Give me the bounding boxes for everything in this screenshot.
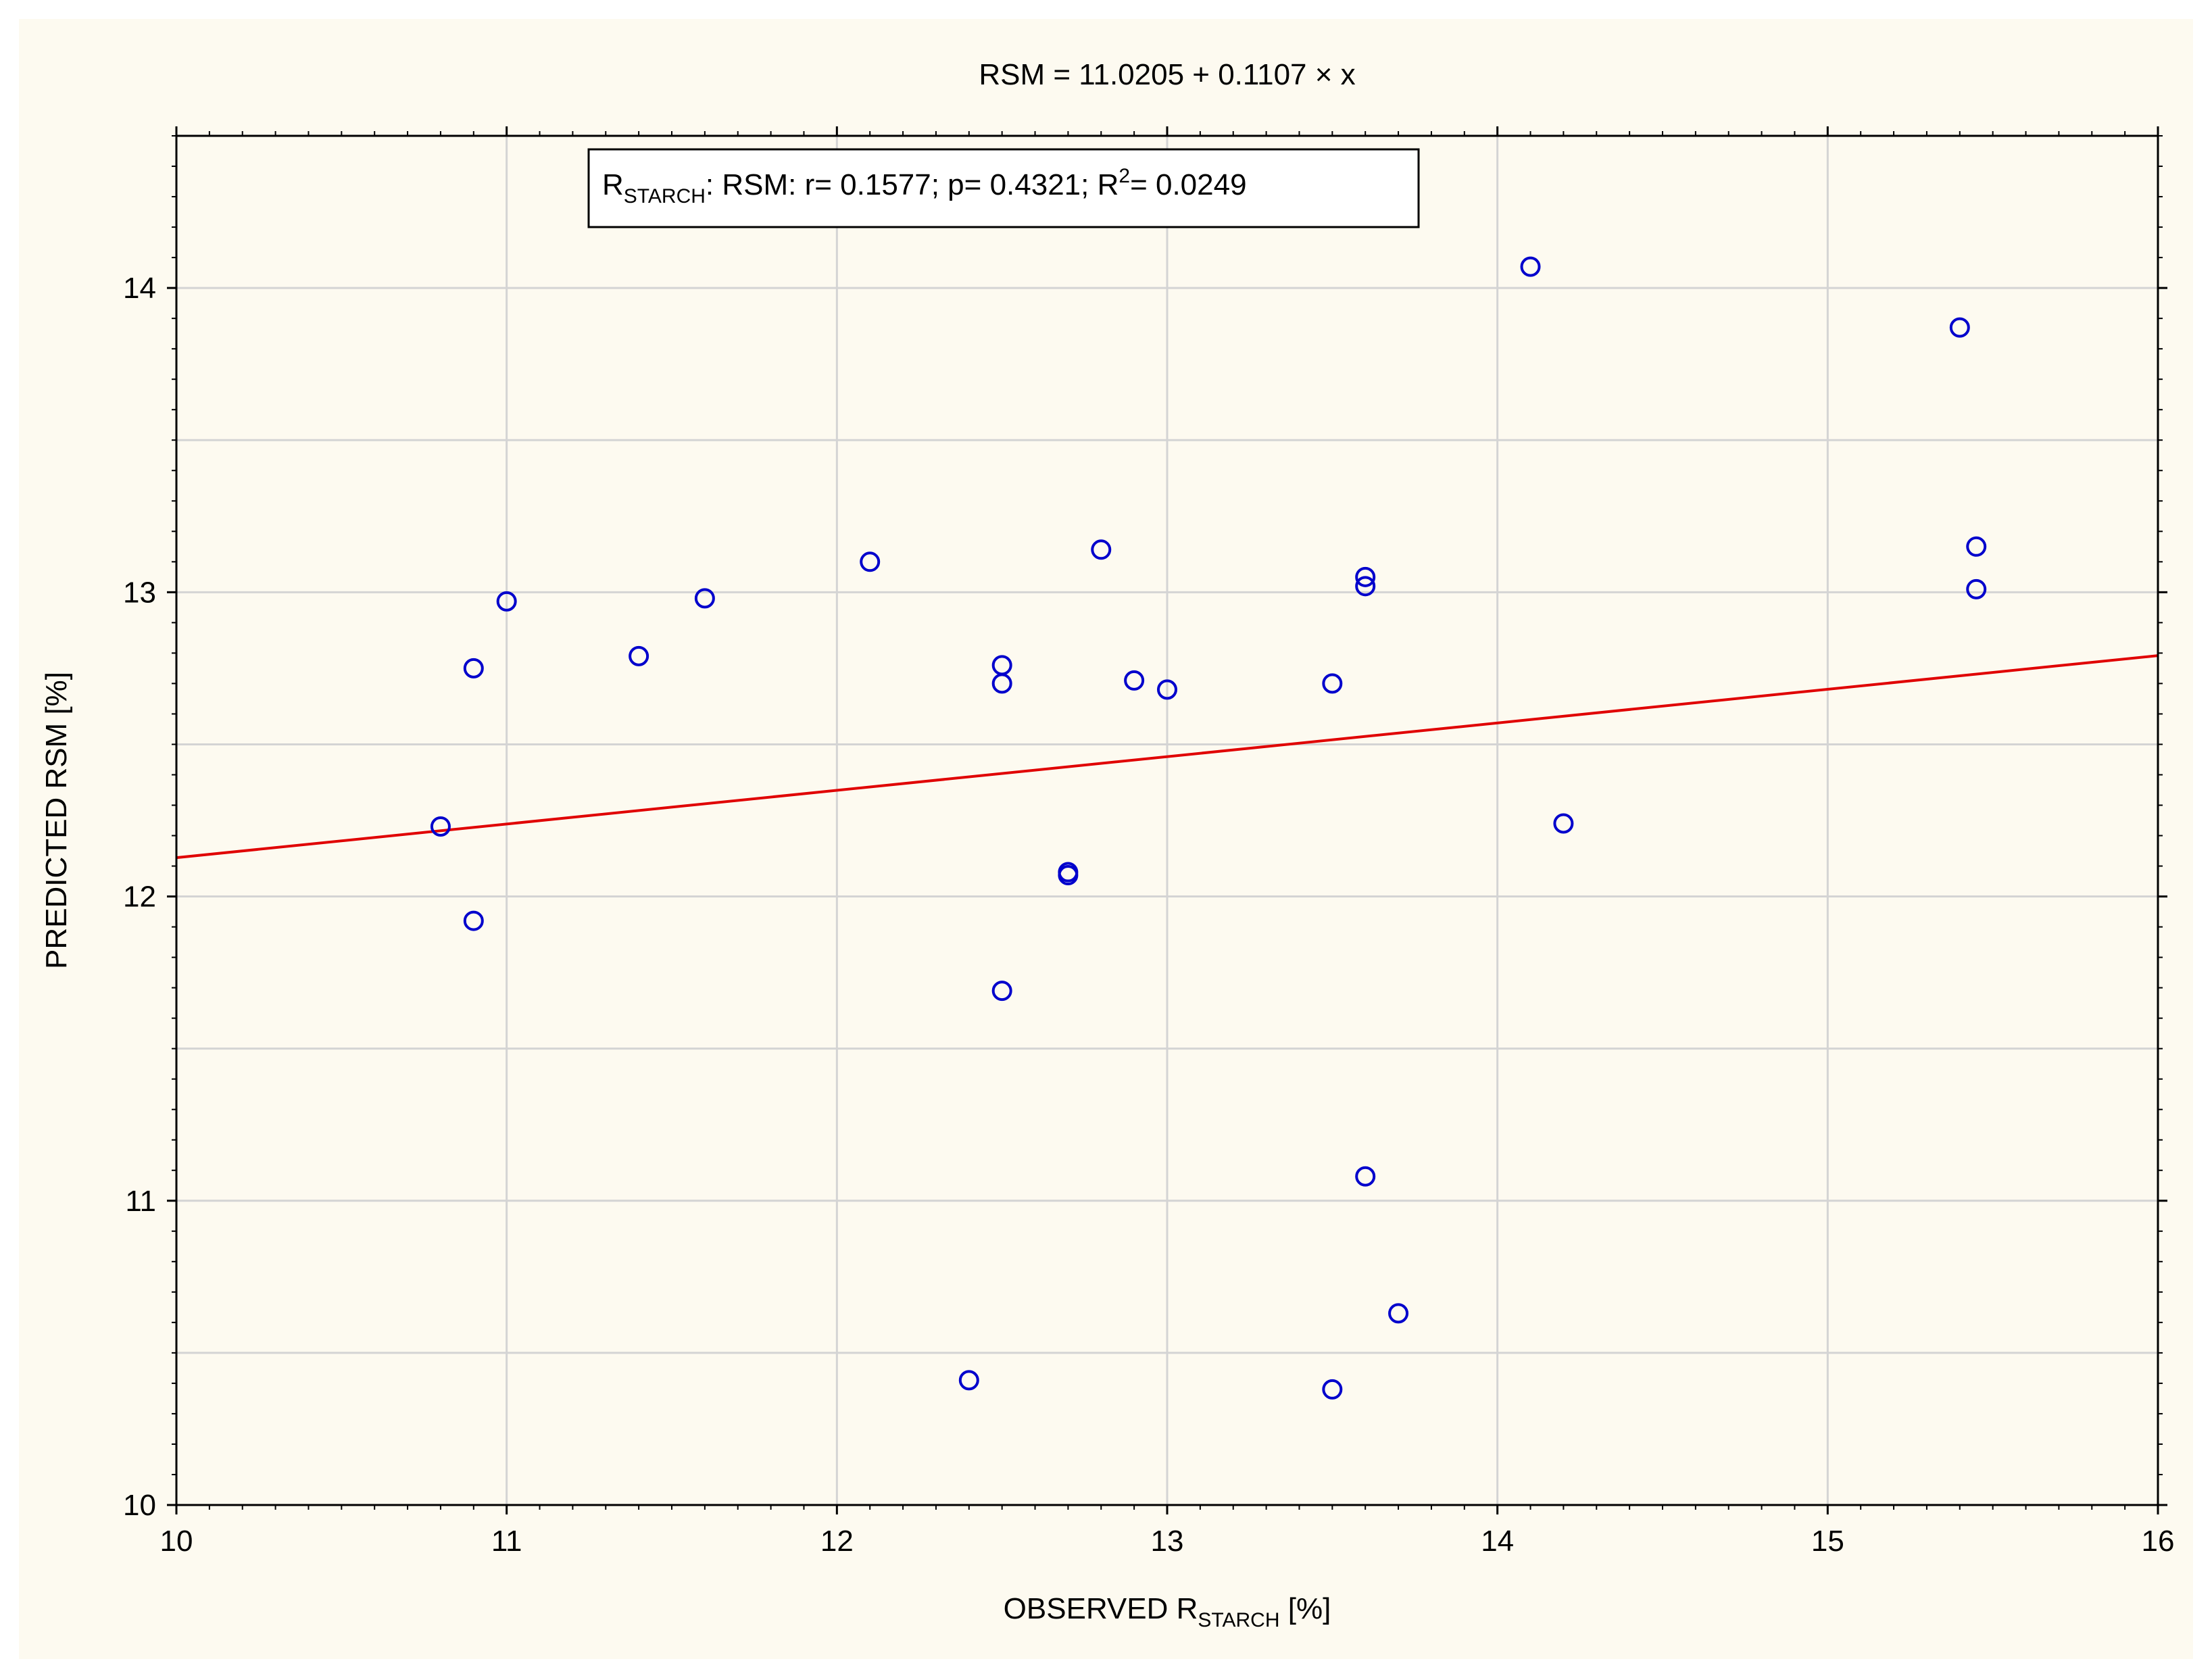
data-point: [1058, 865, 1079, 886]
data-point: [958, 1370, 979, 1391]
data-point: [1388, 1303, 1409, 1324]
data-point: [1355, 1166, 1376, 1187]
x-tick-label: 16: [2142, 1525, 2175, 1558]
data-point: [860, 551, 881, 572]
chart-title: RSM = 11.0205 + 0.1107 × x: [979, 58, 1355, 91]
fit-line-layer: [176, 654, 2159, 860]
grid: [176, 136, 2158, 1505]
stats-end-text: = 0.0249: [1130, 168, 1247, 201]
x-tick-label: 13: [1151, 1525, 1184, 1558]
data-point: [1157, 679, 1177, 700]
stats-r2-superscript: 2: [1119, 165, 1130, 187]
data-point: [1355, 576, 1376, 597]
data-point: [463, 658, 484, 678]
y-tick-label: 13: [123, 576, 156, 609]
x-axis-label-subscript: STARCH: [1198, 1609, 1279, 1631]
data-point: [1355, 566, 1376, 587]
x-tick-label: 11: [491, 1525, 522, 1558]
stats-text: RSTARCH: RSM: r= 0.1577; p= 0.4321; R2= …: [602, 165, 1247, 207]
chart-frame: 10 11 12 13 14 15 16 10 11 12 13 14 RSM = 11.0205 +…: [19, 19, 2193, 1659]
x-tick-label: 12: [820, 1525, 854, 1558]
data-point: [430, 816, 451, 837]
stats-r-symbol: R: [602, 168, 624, 201]
data-point: [463, 910, 484, 931]
y-tick-label: 14: [123, 272, 156, 305]
data-point: [629, 645, 649, 666]
data-point: [1949, 317, 1970, 338]
y-tick-label: 12: [123, 881, 156, 914]
data-point: [1124, 670, 1145, 691]
data-point: [991, 981, 1012, 1002]
y-axis-label: PREDICTED RSM [%]: [40, 672, 73, 969]
points-layer: [430, 256, 1987, 1400]
x-axis-label: OBSERVED RSTARCH [%]: [1004, 1592, 1331, 1631]
y-tick-label: 11: [125, 1185, 156, 1218]
x-axis-label-suffix: [%]: [1280, 1592, 1331, 1625]
stats-box-border: [587, 148, 1420, 228]
ticks: 10 11 12 13 14 15 16 10 11 12 13 14: [123, 126, 2174, 1558]
x-tick-label: 15: [1811, 1525, 1844, 1558]
data-point: [991, 673, 1012, 694]
data-point: [1966, 578, 1987, 599]
data-point: [1966, 536, 1987, 557]
data-point: [694, 588, 715, 609]
data-point: [1520, 256, 1541, 277]
data-point: [1322, 673, 1343, 694]
x-tick-label: 10: [160, 1525, 193, 1558]
x-axis-label-main: OBSERVED R: [1004, 1592, 1198, 1625]
y-tick-label: 10: [123, 1489, 156, 1522]
scatter-chart: 10 11 12 13 14 15 16 10 11 12 13 14 RSM = 11.0205 +…: [40, 58, 2174, 1631]
data-point: [496, 591, 517, 612]
data-point: [1553, 813, 1574, 834]
data-point: [991, 655, 1012, 676]
x-tick-label: 14: [1481, 1525, 1514, 1558]
data-point: [1322, 1379, 1343, 1400]
stats-r-subscript: STARCH: [624, 185, 706, 207]
data-point: [1091, 539, 1112, 560]
stats-box: RSTARCH: RSM: r= 0.1577; p= 0.4321; R2= …: [587, 148, 1420, 228]
regression-line: [176, 654, 2159, 860]
stats-main-text: : RSM: r= 0.1577; p= 0.4321; R: [706, 168, 1119, 201]
